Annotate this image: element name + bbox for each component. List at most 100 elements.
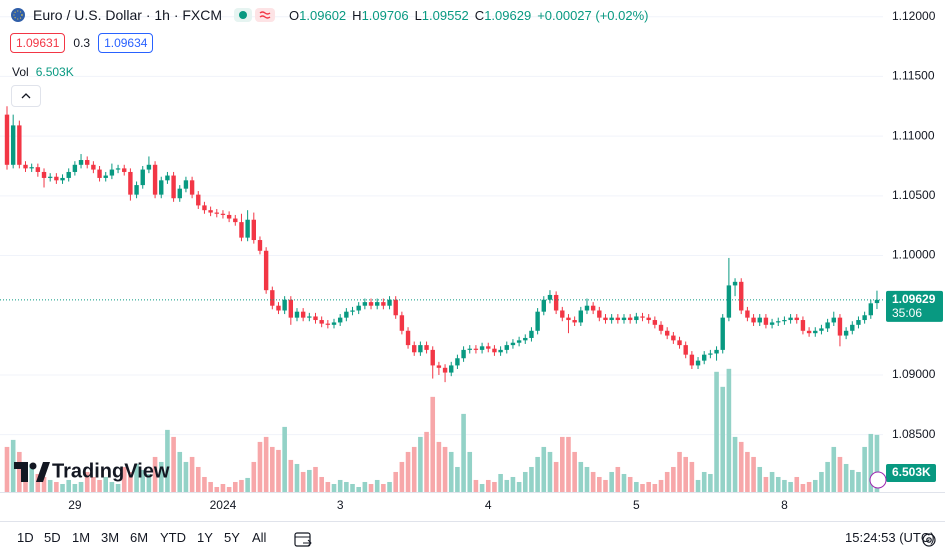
settings-button[interactable]	[920, 531, 938, 549]
candle-body	[516, 340, 522, 343]
candle-body	[208, 210, 213, 213]
range-button[interactable]: 6M	[130, 530, 149, 545]
candle-body	[294, 311, 300, 318]
ohlc-value: 1.09552	[421, 7, 469, 23]
volume-bar	[4, 446, 10, 492]
candle-body	[300, 311, 306, 318]
volume-bar	[430, 396, 436, 492]
candle-body	[319, 320, 324, 324]
candle-body	[732, 281, 738, 286]
collapse-button[interactable]	[11, 85, 41, 107]
candle-body	[97, 169, 102, 178]
range-button[interactable]: 5Y	[224, 530, 240, 545]
candle-body	[640, 316, 645, 318]
y-tick-label: 1.11000	[892, 128, 935, 142]
candle-body	[29, 167, 34, 169]
volume-bar	[751, 456, 756, 492]
volume-bar	[837, 456, 843, 492]
candle-body	[609, 317, 614, 321]
symbol-title[interactable]: Euro / U.S. Dollar · 1h · FXCM	[33, 7, 223, 23]
candle-body	[202, 205, 207, 211]
candle-body	[794, 317, 799, 321]
volume-bar	[510, 476, 516, 492]
volume-bar	[202, 476, 207, 492]
range-button[interactable]: 1Y	[197, 530, 213, 545]
candle-body	[652, 320, 658, 325]
candle-body	[831, 317, 836, 323]
volume-bar	[455, 466, 460, 492]
volume-bar	[522, 471, 528, 492]
candle-body	[115, 168, 121, 170]
volume-bar	[313, 466, 318, 492]
volume-bar	[41, 476, 47, 492]
volume-bar	[535, 456, 540, 492]
candle-body	[837, 317, 843, 336]
volume-bar	[597, 476, 602, 492]
volume-bar	[307, 469, 312, 492]
volume-bar	[72, 484, 78, 492]
volume-bar	[714, 371, 719, 492]
volume-bar	[572, 451, 577, 492]
range-button[interactable]: 5D	[44, 530, 61, 545]
candle-body	[664, 330, 670, 336]
candle-body	[523, 337, 528, 341]
volume-bar	[862, 446, 867, 492]
candle-body	[23, 164, 28, 169]
candle-body	[843, 330, 849, 336]
candle-body	[584, 305, 590, 311]
logo-text: TradingView	[52, 460, 170, 482]
volume-bar	[436, 441, 442, 492]
range-button[interactable]: 1M	[72, 530, 91, 545]
volume-bar	[646, 481, 651, 492]
range-button[interactable]: All	[252, 530, 267, 545]
volume-bar	[461, 413, 466, 492]
candle-body	[375, 302, 380, 306]
ask[interactable]: 1.09634	[98, 33, 154, 53]
volume-value-box	[886, 464, 936, 482]
volume-value: 6.503K	[35, 65, 74, 79]
volume-bar	[424, 431, 429, 492]
candle-body	[356, 305, 361, 311]
volume-bar	[683, 456, 688, 492]
volume-bar	[294, 463, 300, 492]
volume-bar	[720, 386, 726, 492]
volume-bar	[251, 461, 257, 492]
candle-body	[788, 317, 793, 321]
bid[interactable]: 1.09631	[10, 33, 66, 53]
volume-bar	[769, 471, 775, 492]
volume-bar	[590, 471, 596, 492]
last-price-box	[886, 290, 943, 322]
market-status[interactable]	[234, 8, 253, 22]
candle-body	[362, 302, 368, 306]
candle-body	[387, 299, 392, 306]
volume-bar	[640, 484, 645, 492]
candle-body	[60, 177, 65, 181]
clock[interactable]: 15:24:53 (UTC)	[845, 530, 935, 545]
volume-bar	[677, 451, 682, 492]
volume-bar	[609, 471, 614, 492]
volume-bar	[504, 479, 510, 492]
volume-bar	[485, 479, 491, 492]
range-button[interactable]: 3M	[101, 530, 120, 545]
volume-bar	[874, 434, 880, 492]
volume-bar	[356, 486, 361, 492]
logo-icon-dot	[29, 462, 37, 470]
candle-body	[776, 321, 781, 323]
volume-legend: Vol 6.503K	[12, 65, 74, 79]
candle-body	[220, 213, 226, 215]
volume-bar	[134, 463, 139, 492]
volume-bar	[381, 484, 386, 492]
data-delay-icon[interactable]	[255, 8, 276, 22]
candle-body	[547, 294, 553, 300]
range-button[interactable]: 1D	[17, 530, 34, 545]
candle-body	[196, 194, 201, 206]
candle-body	[282, 299, 287, 311]
candle-body	[412, 345, 417, 353]
candle-body	[634, 316, 639, 321]
volume-bar	[121, 466, 127, 492]
goto-date-button[interactable]	[292, 530, 314, 550]
range-button[interactable]: YTD	[160, 530, 186, 545]
volume-bar	[566, 436, 571, 492]
candle-body	[325, 323, 331, 325]
volume-bar	[738, 441, 744, 492]
